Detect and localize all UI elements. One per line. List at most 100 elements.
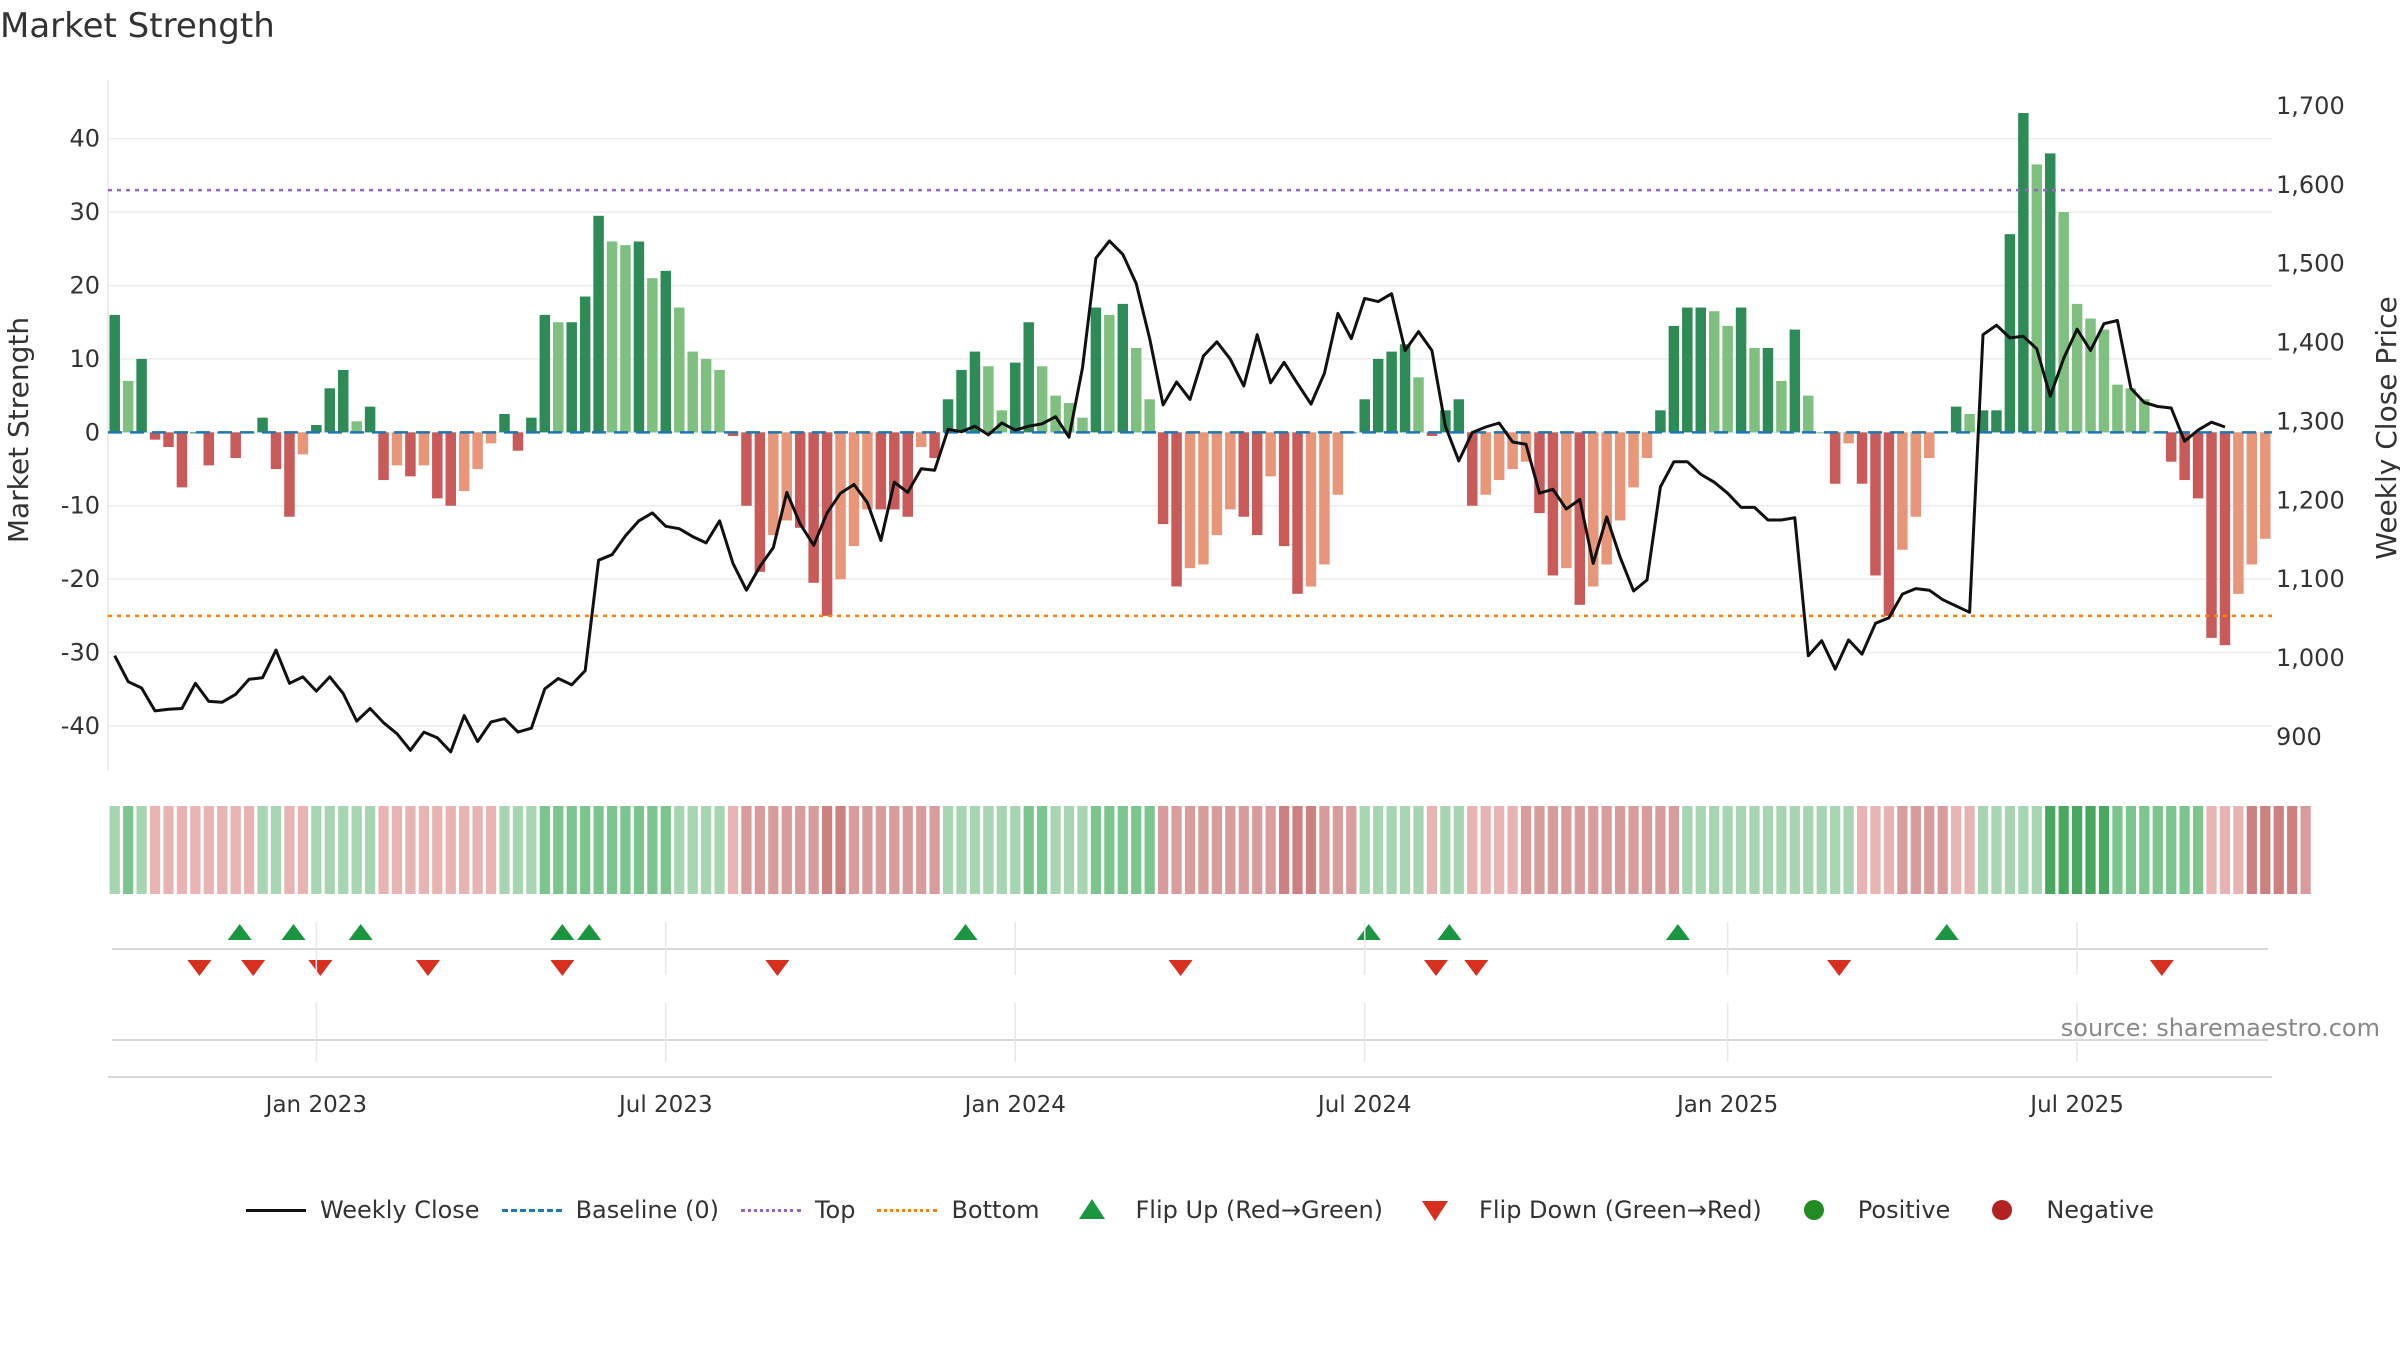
regime-cell xyxy=(2098,806,2110,894)
strength-bar xyxy=(1238,432,1250,517)
triangle-down-icon xyxy=(1405,1198,1465,1222)
regime-cell xyxy=(781,806,792,894)
regime-cell xyxy=(1709,806,1720,894)
weekly-close-line-icon xyxy=(245,1198,306,1222)
regime-cell xyxy=(2260,806,2271,894)
x-tick-label: Jan 2024 xyxy=(963,1092,1066,1118)
strength-bar xyxy=(257,417,268,433)
flip-down-marker xyxy=(308,960,333,976)
regime-cell xyxy=(1897,806,1908,894)
regime-cell xyxy=(1601,806,1612,894)
flip-up-marker xyxy=(1665,924,1690,940)
regime-cell xyxy=(391,806,403,894)
strength-bar xyxy=(176,432,188,488)
strength-bar xyxy=(929,432,940,459)
regime-cell xyxy=(1977,806,1989,894)
regime-cell xyxy=(1332,806,1343,894)
regime-cell xyxy=(109,806,120,894)
regime-cell xyxy=(956,806,967,894)
strength-bar xyxy=(848,432,860,547)
legend-positive[interactable]: Positive xyxy=(1784,1196,1950,1224)
strength-bar xyxy=(1843,432,1854,444)
legend-flip-down[interactable]: Flip Down (Green→Red) xyxy=(1405,1196,1762,1224)
flip-up-marker xyxy=(1437,924,1462,940)
strength-bar xyxy=(1090,307,1102,433)
flip-markers xyxy=(187,924,2174,976)
regime-cell xyxy=(1413,806,1424,894)
strength-bar xyxy=(1708,311,1720,433)
strength-bar xyxy=(593,215,604,433)
regime-cell xyxy=(553,806,564,894)
legend-top[interactable]: Top xyxy=(740,1196,855,1224)
regime-cell xyxy=(1319,806,1330,894)
strength-bar xyxy=(2246,432,2258,565)
strength-bar xyxy=(956,369,967,433)
regime-cell xyxy=(1588,806,1599,894)
strength-bar xyxy=(2018,113,2029,433)
strength-bar xyxy=(1574,432,1586,605)
regime-cell xyxy=(1305,806,1317,894)
legend-label: Flip Down (Green→Red) xyxy=(1479,1196,1762,1224)
regime-cell xyxy=(1816,806,1827,894)
regime-cell xyxy=(1668,806,1679,894)
strength-bar xyxy=(526,417,537,433)
strength-bars xyxy=(109,113,2271,646)
y-tick-label: 20 xyxy=(69,272,100,300)
legend-weekly-close[interactable]: Weekly Close xyxy=(245,1196,480,1224)
strength-bar xyxy=(1776,380,1787,433)
flip-down-marker xyxy=(415,960,440,976)
regime-cell xyxy=(203,806,214,894)
regime-cell xyxy=(1682,806,1693,894)
regime-cell xyxy=(1991,806,2002,894)
regime-cell xyxy=(1534,806,1545,894)
legend-bottom[interactable]: Bottom xyxy=(877,1196,1040,1224)
strength-bar xyxy=(996,410,1008,433)
strength-bar xyxy=(122,380,134,433)
regime-cell xyxy=(768,806,779,894)
strength-bar xyxy=(1265,432,1276,477)
strength-bar xyxy=(915,432,927,448)
regime-cell xyxy=(875,806,886,894)
flip-up-marker xyxy=(348,924,373,940)
strength-bar xyxy=(1655,410,1666,433)
legend-flip-up[interactable]: Flip Up (Red→Green) xyxy=(1062,1196,1383,1224)
regime-cell xyxy=(418,806,429,894)
regime-cell xyxy=(1211,806,1222,894)
regime-cell xyxy=(1641,806,1653,894)
regime-cell xyxy=(929,806,940,894)
flip-up-marker xyxy=(550,924,575,940)
strength-bar xyxy=(1117,303,1129,433)
y2-tick-label: 1,000 xyxy=(2276,644,2345,672)
strength-bar xyxy=(149,432,161,440)
strength-bar xyxy=(1480,432,1491,495)
x-axis-ticks: Jan 2023 Jul 2023 Jan 2024 Jul 2024 Jan 2025… xyxy=(264,1092,2124,1118)
regime-cell xyxy=(149,806,161,894)
x-tick-label: Jan 2023 xyxy=(264,1092,367,1118)
strength-bar xyxy=(2004,234,2016,433)
regime-cell xyxy=(916,806,927,894)
legend-negative[interactable]: Negative xyxy=(1972,1196,2154,1224)
strength-bar xyxy=(1144,399,1155,433)
regime-cell xyxy=(2273,806,2284,894)
regime-cell xyxy=(821,806,833,894)
strength-bar xyxy=(1225,432,1236,510)
regime-cell xyxy=(297,806,309,894)
strength-bar xyxy=(1924,432,1935,459)
regime-cell xyxy=(1184,806,1196,894)
strength-bar xyxy=(1211,432,1223,536)
strength-bar xyxy=(1413,377,1424,433)
regime-cell xyxy=(2045,806,2056,894)
bottom-dotted-line-icon xyxy=(877,1198,938,1222)
regime-cell xyxy=(2004,806,2016,894)
y-tick-label: 10 xyxy=(69,345,100,373)
strength-bar xyxy=(351,421,362,433)
strength-bar xyxy=(1789,329,1801,433)
strength-bar xyxy=(741,432,752,506)
regime-cell xyxy=(1467,806,1478,894)
strength-bar xyxy=(1628,432,1639,488)
strength-bar xyxy=(687,351,698,433)
strength-bar xyxy=(1305,432,1317,587)
regime-cell xyxy=(647,806,658,894)
legend-baseline[interactable]: Baseline (0) xyxy=(501,1196,719,1224)
strength-bar xyxy=(1587,432,1599,587)
